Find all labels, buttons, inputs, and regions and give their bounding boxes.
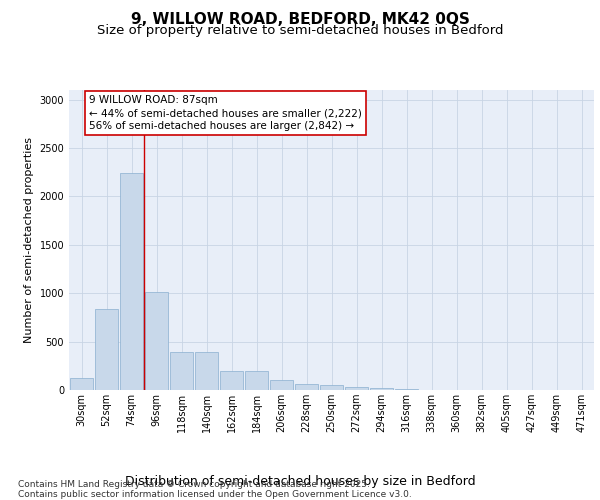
Bar	[370, 388, 393, 390]
Y-axis label: Number of semi-detached properties: Number of semi-detached properties	[24, 137, 34, 343]
Text: Contains HM Land Registry data © Crown copyright and database right 2025.
Contai: Contains HM Land Registry data © Crown c…	[18, 480, 412, 499]
Text: Size of property relative to semi-detached houses in Bedford: Size of property relative to semi-detach…	[97, 24, 503, 37]
Bar	[320, 385, 343, 390]
Bar	[120, 173, 143, 390]
Text: Distribution of semi-detached houses by size in Bedford: Distribution of semi-detached houses by …	[125, 474, 475, 488]
Bar	[295, 384, 318, 390]
Bar	[70, 378, 93, 390]
Bar	[220, 371, 243, 390]
Bar	[145, 292, 168, 390]
Bar	[95, 308, 118, 390]
Bar	[395, 389, 418, 390]
Text: 9 WILLOW ROAD: 87sqm
← 44% of semi-detached houses are smaller (2,222)
56% of se: 9 WILLOW ROAD: 87sqm ← 44% of semi-detac…	[89, 95, 362, 131]
Text: 9, WILLOW ROAD, BEDFORD, MK42 0QS: 9, WILLOW ROAD, BEDFORD, MK42 0QS	[131, 12, 469, 28]
Bar	[245, 371, 268, 390]
Bar	[270, 380, 293, 390]
Bar	[345, 386, 368, 390]
Bar	[170, 352, 193, 390]
Bar	[195, 352, 218, 390]
